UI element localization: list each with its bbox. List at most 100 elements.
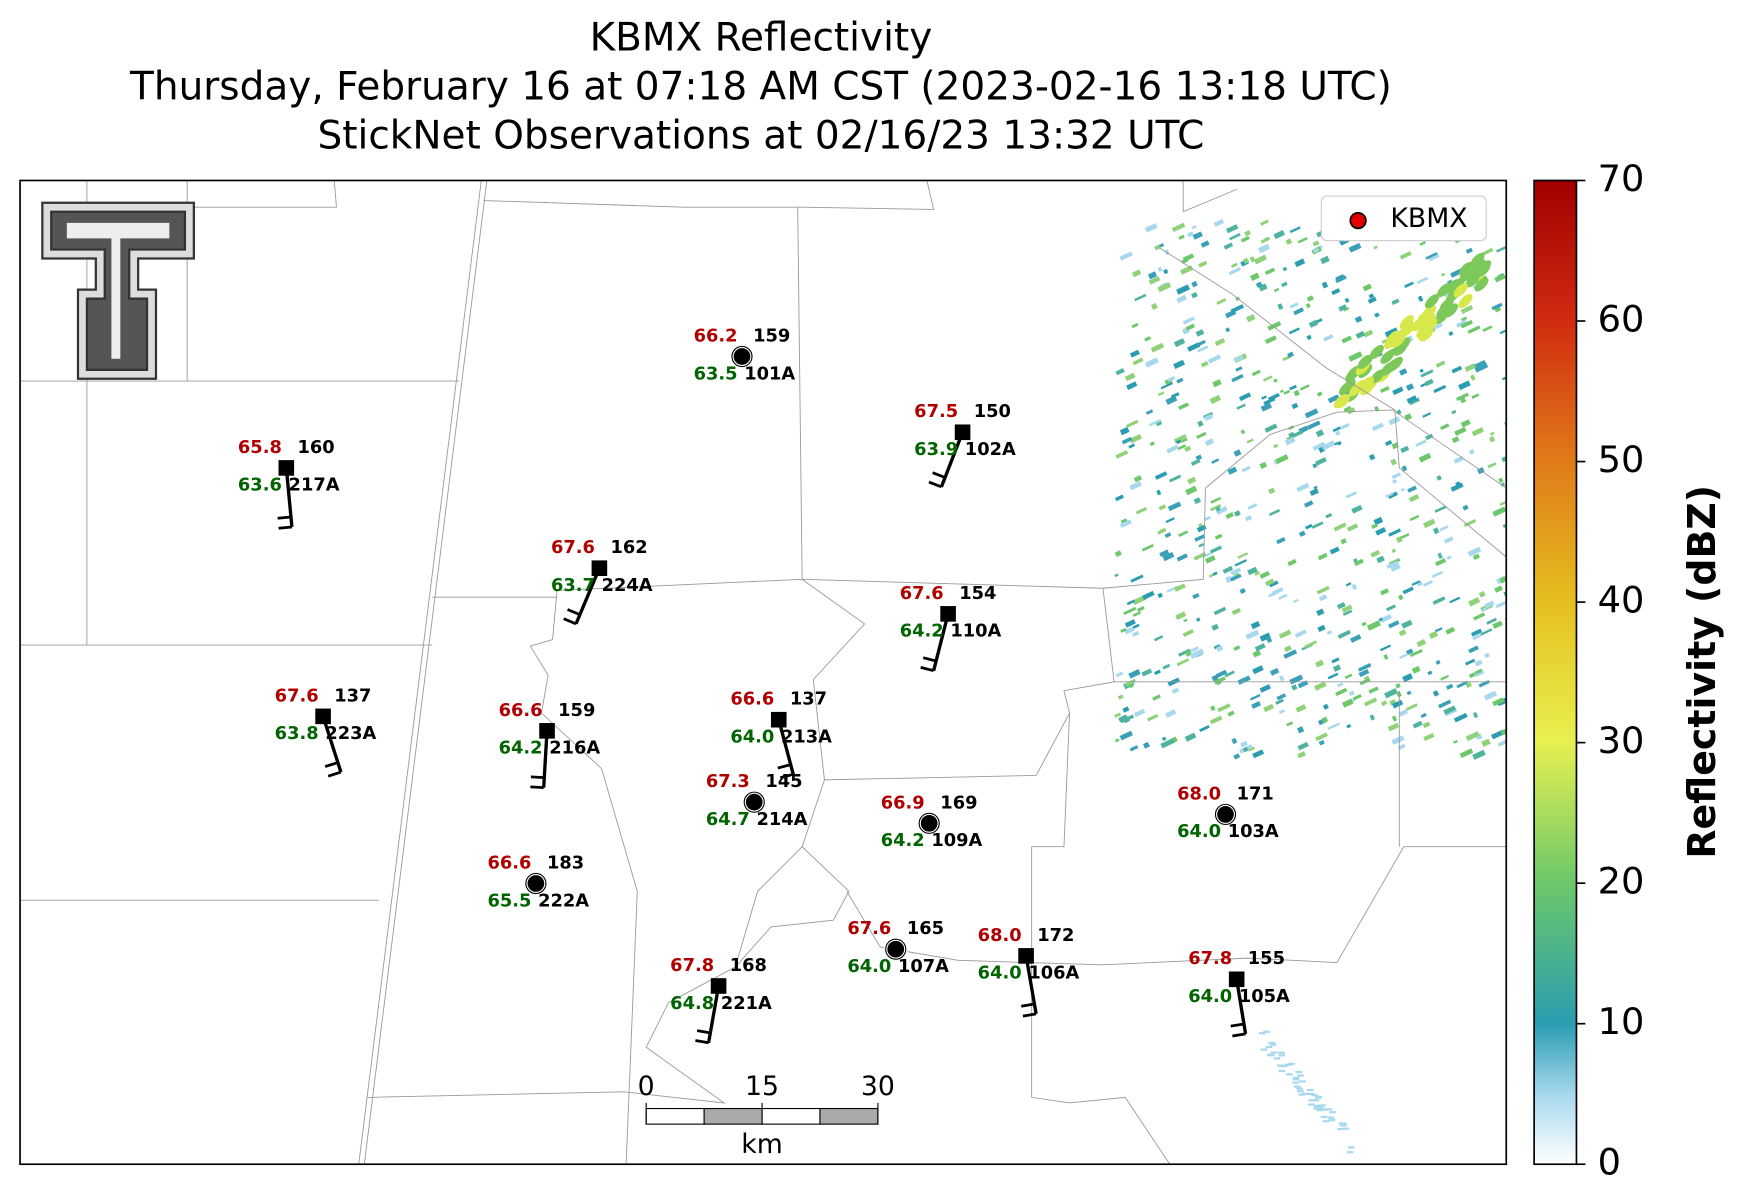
echo (1233, 354, 1244, 363)
echo (1268, 1054, 1275, 1057)
echo (1416, 638, 1427, 648)
echo (1263, 1030, 1270, 1033)
echo (1180, 437, 1188, 443)
wind-barb-flag (563, 617, 577, 626)
echo (1342, 1127, 1350, 1130)
echo (1114, 550, 1122, 557)
echo (1131, 269, 1142, 278)
pressure-value: 162 (611, 537, 648, 558)
echo (1157, 592, 1163, 599)
echo (1211, 623, 1219, 631)
echo (1385, 492, 1394, 498)
echo (1135, 506, 1148, 515)
echo (1384, 327, 1399, 338)
echo (1275, 698, 1284, 705)
echo (1320, 1115, 1328, 1119)
echo (1294, 258, 1306, 268)
echo (1362, 283, 1372, 292)
echo (1158, 504, 1167, 511)
echo (1375, 527, 1387, 536)
station-marker-ring (526, 874, 546, 893)
colorbar-tick-label: 10 (1598, 1000, 1645, 1043)
echo (1316, 585, 1330, 595)
echo (1157, 266, 1163, 273)
pressure-value: 172 (1037, 925, 1074, 946)
echo (1230, 567, 1242, 576)
echo (1123, 606, 1137, 616)
colorbar-tick-label: 0 (1598, 1141, 1621, 1184)
echo (1332, 664, 1342, 672)
temperature: 68.0 (978, 925, 1022, 946)
echo (1361, 621, 1367, 627)
echo (1435, 659, 1441, 665)
echo (1285, 1073, 1293, 1076)
wind-barb-flag (1230, 1022, 1245, 1028)
echo (1299, 1080, 1306, 1083)
echo (1500, 482, 1506, 487)
echo (1460, 419, 1471, 428)
echo (1182, 629, 1194, 637)
echo (1161, 736, 1167, 742)
echo (1224, 670, 1235, 678)
echo (1317, 624, 1326, 633)
echo (1165, 709, 1177, 718)
echo (1229, 232, 1241, 241)
echo (1406, 690, 1412, 696)
echo (1197, 420, 1204, 428)
echo (1182, 316, 1195, 325)
echo (1471, 427, 1485, 437)
echo (1338, 304, 1348, 312)
echo (1391, 735, 1405, 745)
echo (1437, 552, 1443, 560)
echo (1392, 478, 1398, 484)
echo (1176, 284, 1191, 295)
echo (1228, 267, 1241, 276)
echo (1399, 653, 1408, 660)
station-id: 101A (744, 363, 795, 384)
echo (1142, 741, 1150, 749)
echo (1195, 339, 1206, 347)
echo (1255, 281, 1263, 288)
echo (1322, 703, 1329, 710)
echo (1460, 319, 1473, 329)
echo (1458, 380, 1471, 391)
echo-core (1399, 315, 1414, 330)
echo (1241, 465, 1251, 473)
echo (1351, 504, 1363, 514)
echo (1346, 407, 1356, 415)
echo (1507, 745, 1518, 752)
station-id: 102A (965, 439, 1016, 460)
echo (1510, 530, 1521, 538)
echo (1509, 459, 1519, 467)
pressure-value: 168 (730, 955, 767, 976)
echo (1235, 366, 1243, 372)
station-marker (315, 708, 331, 725)
echo-core (1437, 282, 1452, 298)
echo (1203, 515, 1211, 522)
echo (1178, 530, 1189, 538)
echo (1346, 1151, 1354, 1154)
echo (1276, 693, 1287, 701)
echo (1354, 558, 1364, 567)
echo (1514, 549, 1525, 556)
echo (1303, 500, 1314, 508)
echo (1478, 590, 1486, 598)
echo (1192, 231, 1203, 240)
echo (1443, 536, 1454, 544)
echo (1278, 629, 1292, 639)
echo (1373, 245, 1378, 250)
wind-barb-flag (327, 770, 342, 778)
echo (1177, 444, 1187, 451)
echo (1380, 700, 1388, 707)
scale-segment (645, 1107, 705, 1125)
legend: KBMX (1320, 195, 1487, 242)
echo (1268, 1041, 1276, 1045)
echo (1268, 509, 1281, 517)
dewpoint: 64.0 (1188, 986, 1232, 1007)
echo (1114, 573, 1119, 578)
echo (1296, 726, 1305, 734)
echo (1237, 552, 1249, 559)
echo (1305, 523, 1313, 530)
echo (1289, 302, 1299, 309)
